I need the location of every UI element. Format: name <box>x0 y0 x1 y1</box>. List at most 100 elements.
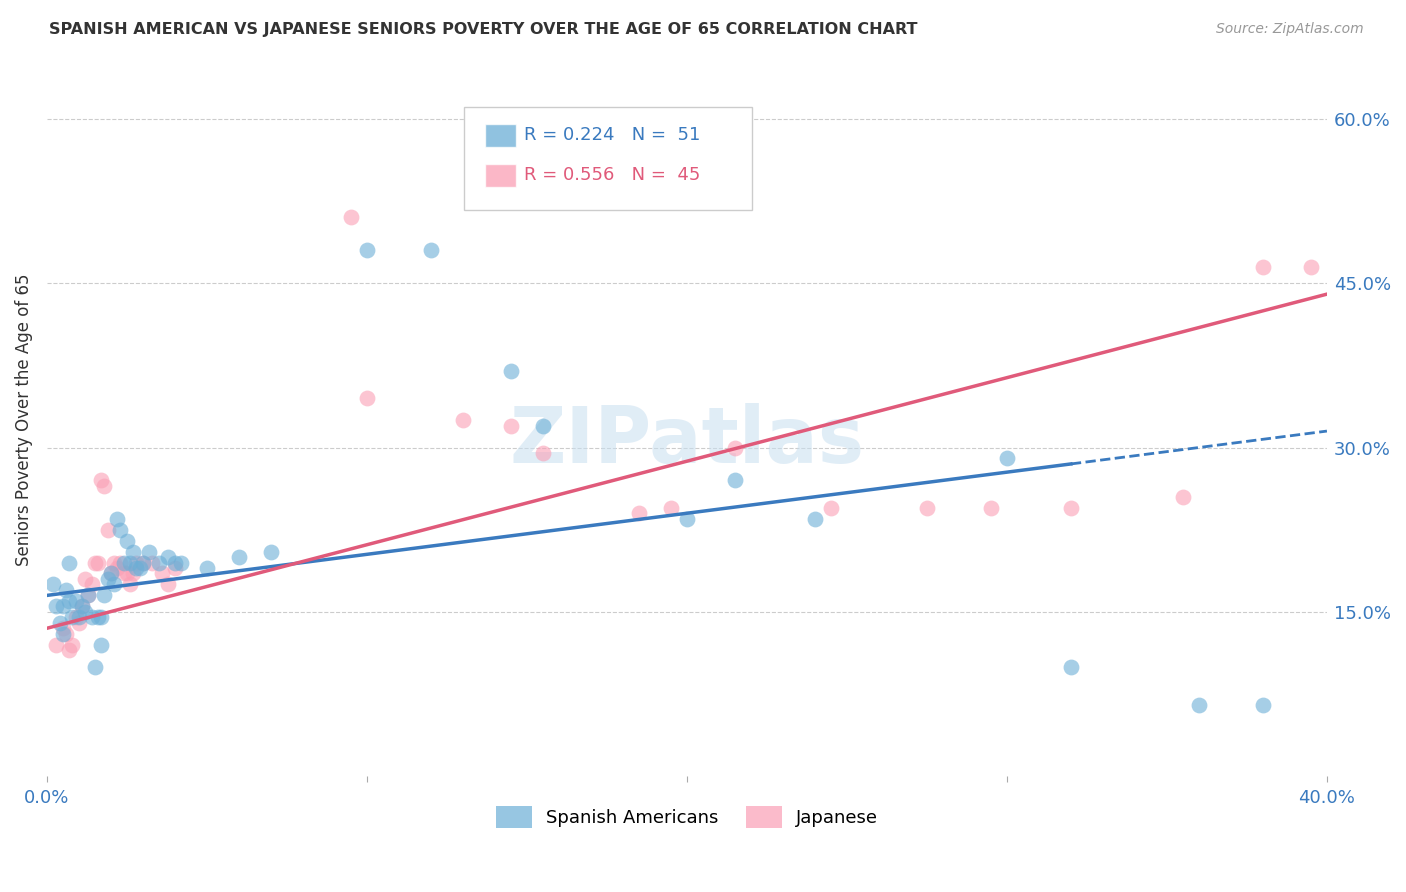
Point <box>77 588 100 602</box>
Point <box>820 500 842 515</box>
Point <box>97 523 120 537</box>
Point <box>97 572 120 586</box>
Point <box>90 638 112 652</box>
Point <box>125 556 148 570</box>
Point <box>724 474 747 488</box>
Point <box>1188 698 1211 712</box>
Point <box>87 610 110 624</box>
Point <box>141 556 163 570</box>
Point <box>67 610 90 624</box>
Point <box>77 588 100 602</box>
Point <box>120 577 142 591</box>
Point <box>627 506 650 520</box>
Point <box>93 479 115 493</box>
Point <box>150 566 173 581</box>
Point <box>676 512 699 526</box>
Point <box>103 556 125 570</box>
Point <box>65 594 87 608</box>
Point <box>80 577 103 591</box>
Point <box>499 418 522 433</box>
Point <box>110 523 132 537</box>
Point <box>83 659 105 673</box>
Point <box>531 446 554 460</box>
Point <box>52 599 75 614</box>
Point <box>128 561 150 575</box>
Point <box>170 556 193 570</box>
Point <box>260 544 283 558</box>
Point <box>132 556 155 570</box>
Point <box>110 556 132 570</box>
Point <box>1251 260 1274 274</box>
Point <box>125 561 148 575</box>
Point <box>42 577 65 591</box>
Point <box>228 550 250 565</box>
Text: R = 0.556   N =  45: R = 0.556 N = 45 <box>524 166 700 184</box>
Point <box>195 561 218 575</box>
Point <box>62 638 84 652</box>
Point <box>724 441 747 455</box>
Point <box>163 556 186 570</box>
Point <box>157 550 180 565</box>
Point <box>138 544 160 558</box>
Point <box>90 474 112 488</box>
Point <box>48 615 70 630</box>
Point <box>45 638 67 652</box>
Point <box>122 566 145 581</box>
Point <box>340 211 363 225</box>
Point <box>356 391 378 405</box>
Point <box>1171 490 1194 504</box>
Point <box>75 572 97 586</box>
Point <box>105 561 128 575</box>
Point <box>103 577 125 591</box>
Point <box>67 615 90 630</box>
Point <box>163 561 186 575</box>
Point <box>1251 698 1274 712</box>
Point <box>499 364 522 378</box>
Point <box>70 599 93 614</box>
Point <box>83 556 105 570</box>
Point <box>93 588 115 602</box>
Point <box>531 418 554 433</box>
Point <box>58 556 80 570</box>
Point <box>112 556 135 570</box>
Y-axis label: Seniors Poverty Over the Age of 65: Seniors Poverty Over the Age of 65 <box>15 274 32 566</box>
Point <box>80 610 103 624</box>
Point <box>112 566 135 581</box>
Text: Source: ZipAtlas.com: Source: ZipAtlas.com <box>1216 22 1364 37</box>
Point <box>451 413 474 427</box>
Point <box>65 610 87 624</box>
Point <box>995 451 1018 466</box>
Point <box>70 599 93 614</box>
Point <box>45 599 67 614</box>
Point <box>100 566 122 581</box>
Text: SPANISH AMERICAN VS JAPANESE SENIORS POVERTY OVER THE AGE OF 65 CORRELATION CHAR: SPANISH AMERICAN VS JAPANESE SENIORS POV… <box>49 22 918 37</box>
Point <box>115 533 138 548</box>
Text: R = 0.224   N =  51: R = 0.224 N = 51 <box>524 126 700 144</box>
Point <box>419 244 441 258</box>
Point <box>1299 260 1322 274</box>
Point <box>52 621 75 635</box>
Point <box>75 605 97 619</box>
Point <box>55 582 77 597</box>
Point <box>659 500 682 515</box>
Point <box>55 626 77 640</box>
Point <box>90 610 112 624</box>
Point <box>1060 500 1083 515</box>
Point <box>157 577 180 591</box>
Point <box>58 594 80 608</box>
Point <box>62 610 84 624</box>
Point <box>120 556 142 570</box>
Text: ZIPatlas: ZIPatlas <box>509 403 865 480</box>
Point <box>105 512 128 526</box>
Point <box>980 500 1002 515</box>
Point <box>122 544 145 558</box>
Point <box>87 556 110 570</box>
Point <box>356 244 378 258</box>
Legend: Spanish Americans, Japanese: Spanish Americans, Japanese <box>488 798 886 835</box>
Point <box>100 566 122 581</box>
Point <box>58 643 80 657</box>
Point <box>132 556 155 570</box>
Point <box>148 556 170 570</box>
Point <box>52 626 75 640</box>
Point <box>915 500 938 515</box>
